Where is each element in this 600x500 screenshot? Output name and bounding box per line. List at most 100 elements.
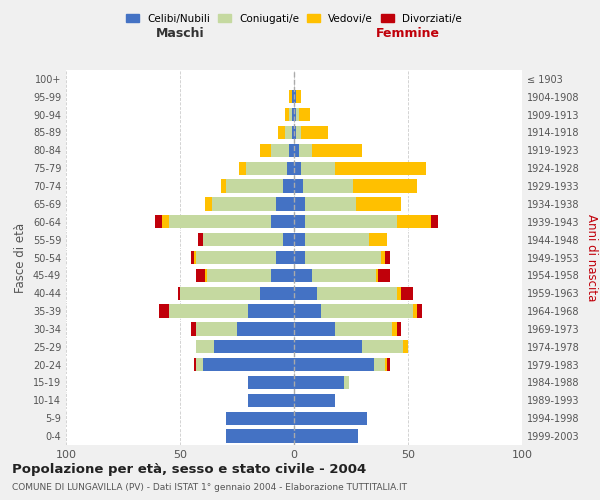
Bar <box>285 126 292 139</box>
Bar <box>203 233 283 246</box>
Bar <box>196 268 205 282</box>
Bar <box>294 268 312 282</box>
Bar <box>194 358 196 372</box>
Bar <box>169 215 271 228</box>
Bar <box>169 304 248 318</box>
Bar <box>397 215 431 228</box>
Bar <box>196 358 203 372</box>
Bar <box>226 180 283 193</box>
Bar <box>397 286 401 300</box>
Bar <box>248 304 294 318</box>
Bar <box>294 162 301 175</box>
Bar <box>221 180 226 193</box>
Bar <box>203 358 294 372</box>
Bar <box>292 90 294 104</box>
Bar <box>214 340 294 353</box>
Bar <box>196 251 276 264</box>
Bar <box>312 268 376 282</box>
Bar <box>392 322 397 336</box>
Bar <box>294 126 296 139</box>
Bar <box>283 233 294 246</box>
Bar <box>160 304 169 318</box>
Bar <box>303 180 353 193</box>
Bar <box>374 358 385 372</box>
Legend: Celibi/Nubili, Coniugati/e, Vedovi/e, Divorziati/e: Celibi/Nubili, Coniugati/e, Vedovi/e, Di… <box>124 12 464 26</box>
Bar <box>180 286 260 300</box>
Bar <box>191 322 196 336</box>
Bar <box>294 197 305 210</box>
Bar <box>294 322 335 336</box>
Bar <box>431 215 437 228</box>
Bar <box>388 358 390 372</box>
Bar <box>248 394 294 407</box>
Bar <box>305 233 369 246</box>
Bar <box>294 340 362 353</box>
Bar <box>289 108 292 122</box>
Bar <box>317 286 397 300</box>
Bar <box>417 304 422 318</box>
Bar <box>294 251 305 264</box>
Bar <box>283 180 294 193</box>
Bar <box>246 162 287 175</box>
Bar <box>294 144 299 157</box>
Bar <box>299 144 312 157</box>
Bar <box>194 251 196 264</box>
Bar <box>294 394 335 407</box>
Bar <box>278 126 285 139</box>
Bar <box>362 340 403 353</box>
Bar <box>401 286 413 300</box>
Text: Popolazione per età, sesso e stato civile - 2004: Popolazione per età, sesso e stato civil… <box>12 462 366 475</box>
Bar <box>178 286 180 300</box>
Bar <box>322 304 413 318</box>
Bar <box>205 197 212 210</box>
Bar <box>294 233 305 246</box>
Bar <box>191 251 194 264</box>
Bar <box>296 90 301 104</box>
Bar <box>413 304 417 318</box>
Bar <box>380 251 385 264</box>
Bar <box>305 215 397 228</box>
Bar <box>155 215 162 228</box>
Bar <box>369 233 388 246</box>
Bar <box>294 286 317 300</box>
Bar <box>376 268 379 282</box>
Bar <box>305 197 356 210</box>
Bar <box>292 108 294 122</box>
Bar <box>301 126 328 139</box>
Bar <box>271 215 294 228</box>
Bar <box>239 162 246 175</box>
Bar <box>292 126 294 139</box>
Bar <box>294 430 358 443</box>
Bar <box>335 322 392 336</box>
Text: COMUNE DI LUNGAVILLA (PV) - Dati ISTAT 1° gennaio 2004 - Elaborazione TUTTITALIA: COMUNE DI LUNGAVILLA (PV) - Dati ISTAT 1… <box>12 482 407 492</box>
Bar <box>196 322 237 336</box>
Bar <box>385 251 390 264</box>
Bar <box>294 215 305 228</box>
Bar <box>237 322 294 336</box>
Bar <box>312 144 362 157</box>
Bar <box>226 412 294 425</box>
Text: Femmine: Femmine <box>376 27 440 40</box>
Bar <box>205 268 208 282</box>
Bar <box>294 376 344 389</box>
Bar <box>344 376 349 389</box>
Bar <box>248 376 294 389</box>
Bar <box>289 90 292 104</box>
Bar <box>212 197 276 210</box>
Bar <box>226 430 294 443</box>
Bar <box>385 358 388 372</box>
Bar <box>299 108 310 122</box>
Bar <box>276 251 294 264</box>
Bar <box>196 340 214 353</box>
Bar <box>296 126 301 139</box>
Y-axis label: Fasce di età: Fasce di età <box>14 222 27 292</box>
Bar <box>294 108 296 122</box>
Bar <box>260 144 271 157</box>
Bar <box>162 215 169 228</box>
Bar <box>289 144 294 157</box>
Bar <box>294 358 374 372</box>
Bar <box>353 180 417 193</box>
Bar <box>335 162 426 175</box>
Bar <box>356 197 401 210</box>
Bar <box>294 412 367 425</box>
